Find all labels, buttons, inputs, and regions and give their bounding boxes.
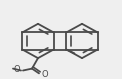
Text: O: O <box>13 65 20 74</box>
Text: O: O <box>41 70 48 79</box>
